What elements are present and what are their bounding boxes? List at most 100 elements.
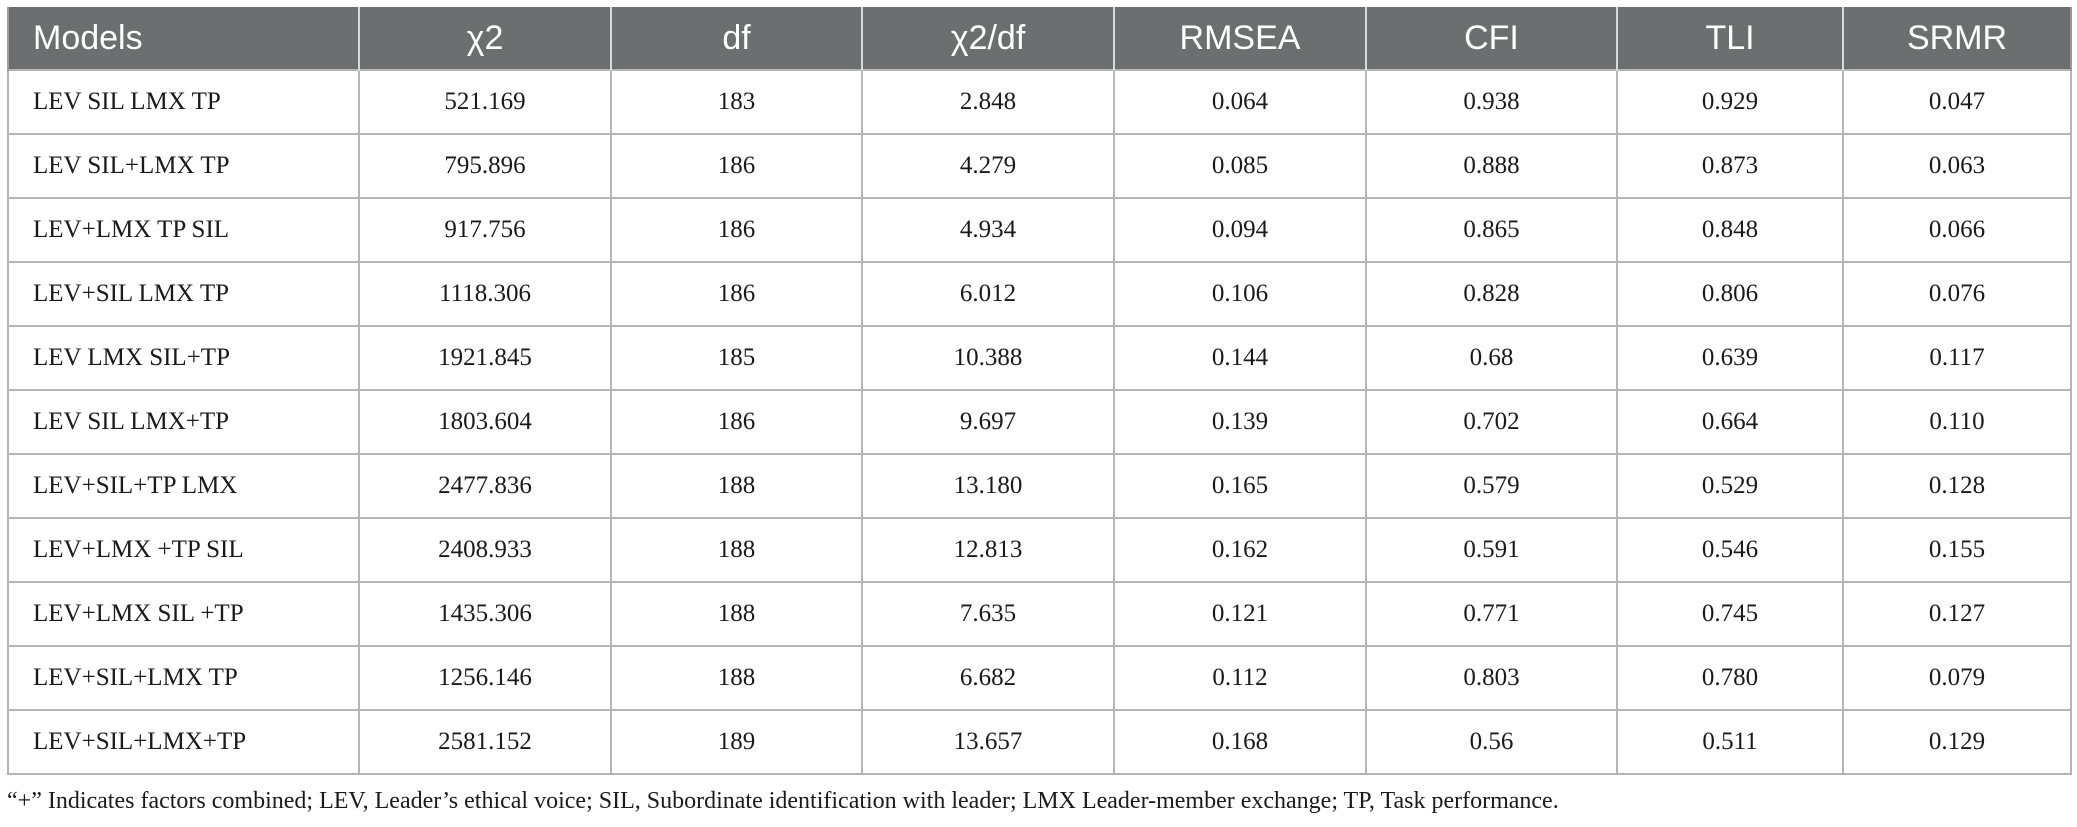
- cfi-cell: 0.56: [1365, 709, 1618, 775]
- cfi-cell: 0.938: [1365, 69, 1618, 135]
- table-footnote: “+” Indicates factors combined; LEV, Lea…: [7, 788, 1559, 814]
- chi-square-per-df-cell: 7.635: [861, 581, 1115, 647]
- table-row: LEV+SIL+LMX TP 1256.146 188 6.682 0.112 0.803…: [7, 645, 2072, 711]
- model-name-cell: LEV SIL LMX TP: [7, 69, 360, 135]
- tli-cell: 0.546: [1616, 517, 1844, 583]
- chi-square-cell: 2581.152: [358, 709, 612, 775]
- srmr-cell: 0.117: [1842, 325, 2072, 391]
- srmr-cell: 0.155: [1842, 517, 2072, 583]
- tli-cell: 0.780: [1616, 645, 1844, 711]
- model-name-cell: LEV+SIL+TP LMX: [7, 453, 360, 519]
- chi-square-per-df-cell: 13.657: [861, 709, 1115, 775]
- chi-square-cell: 795.896: [358, 133, 612, 199]
- rmsea-cell: 0.064: [1113, 69, 1367, 135]
- tli-cell: 0.529: [1616, 453, 1844, 519]
- tli-cell: 0.806: [1616, 261, 1844, 327]
- chi-square-per-df-cell: 6.012: [861, 261, 1115, 327]
- cfi-cell: 0.702: [1365, 389, 1618, 455]
- table-row: LEV SIL LMX+TP 1803.604 186 9.697 0.139 0.702…: [7, 389, 2072, 455]
- model-name-cell: LEV+SIL LMX TP: [7, 261, 360, 327]
- rmsea-cell: 0.165: [1113, 453, 1367, 519]
- table-row: LEV SIL LMX TP 521.169 183 2.848 0.064 0.938 0…: [7, 69, 2072, 135]
- df-cell: 186: [610, 389, 863, 455]
- tli-cell: 0.745: [1616, 581, 1844, 647]
- model-name-cell: LEV SIL+LMX TP: [7, 133, 360, 199]
- cfi-cell: 0.803: [1365, 645, 1618, 711]
- chi-square-per-df-cell: 2.848: [861, 69, 1115, 135]
- srmr-cell: 0.110: [1842, 389, 2072, 455]
- model-name-cell: LEV LMX SIL+TP: [7, 325, 360, 391]
- model-fit-table-container: Models χ2 df χ2/df RMSEA CFI TLI SRMR LE…: [7, 7, 2072, 775]
- cfi-cell: 0.828: [1365, 261, 1618, 327]
- table-row: LEV+SIL+TP LMX 2477.836 188 13.180 0.165 0.57…: [7, 453, 2072, 519]
- df-cell: 188: [610, 645, 863, 711]
- chi-square-per-df-cell: 4.279: [861, 133, 1115, 199]
- table-row: LEV+LMX +TP SIL 2408.933 188 12.813 0.162 0.5…: [7, 517, 2072, 583]
- srmr-cell: 0.047: [1842, 69, 2072, 135]
- model-name-cell: LEV+LMX +TP SIL: [7, 517, 360, 583]
- chi-square-cell: 1803.604: [358, 389, 612, 455]
- rmsea-cell: 0.162: [1113, 517, 1367, 583]
- table-row: LEV+SIL+LMX+TP 2581.152 189 13.657 0.168 0.56…: [7, 709, 2072, 775]
- df-cell: 186: [610, 261, 863, 327]
- df-cell: 185: [610, 325, 863, 391]
- srmr-cell: 0.127: [1842, 581, 2072, 647]
- table-body: LEV SIL LMX TP 521.169 183 2.848 0.064 0.938 0…: [7, 69, 2072, 775]
- tli-cell: 0.929: [1616, 69, 1844, 135]
- table-row: LEV SIL+LMX TP 795.896 186 4.279 0.085 0.888 0…: [7, 133, 2072, 199]
- column-header-rmsea: RMSEA: [1113, 7, 1367, 70]
- column-header-df: df: [610, 7, 863, 70]
- tli-cell: 0.639: [1616, 325, 1844, 391]
- rmsea-cell: 0.085: [1113, 133, 1367, 199]
- column-header-cfi: CFI: [1365, 7, 1618, 70]
- chi-square-cell: 1921.845: [358, 325, 612, 391]
- model-name-cell: LEV+LMX TP SIL: [7, 197, 360, 263]
- model-name-cell: LEV+SIL+LMX+TP: [7, 709, 360, 775]
- column-header-chi-square: χ2: [358, 7, 612, 70]
- srmr-cell: 0.066: [1842, 197, 2072, 263]
- chi-square-per-df-cell: 13.180: [861, 453, 1115, 519]
- rmsea-cell: 0.144: [1113, 325, 1367, 391]
- column-header-srmr: SRMR: [1842, 7, 2072, 70]
- chi-square-per-df-cell: 12.813: [861, 517, 1115, 583]
- cfi-cell: 0.865: [1365, 197, 1618, 263]
- rmsea-cell: 0.168: [1113, 709, 1367, 775]
- chi-square-per-df-cell: 4.934: [861, 197, 1115, 263]
- df-cell: 183: [610, 69, 863, 135]
- chi-square-per-df-cell: 10.388: [861, 325, 1115, 391]
- model-name-cell: LEV SIL LMX+TP: [7, 389, 360, 455]
- cfi-cell: 0.68: [1365, 325, 1618, 391]
- column-header-models: Models: [7, 7, 360, 70]
- chi-square-cell: 2477.836: [358, 453, 612, 519]
- df-cell: 186: [610, 133, 863, 199]
- column-header-chi-square-per-df: χ2/df: [861, 7, 1115, 70]
- srmr-cell: 0.129: [1842, 709, 2072, 775]
- cfi-cell: 0.591: [1365, 517, 1618, 583]
- srmr-cell: 0.076: [1842, 261, 2072, 327]
- table-row: LEV+LMX SIL +TP 1435.306 188 7.635 0.121 0.77…: [7, 581, 2072, 647]
- df-cell: 188: [610, 453, 863, 519]
- chi-square-cell: 521.169: [358, 69, 612, 135]
- model-fit-table: Models χ2 df χ2/df RMSEA CFI TLI SRMR LE…: [7, 7, 2072, 775]
- cfi-cell: 0.888: [1365, 133, 1618, 199]
- df-cell: 189: [610, 709, 863, 775]
- tli-cell: 0.873: [1616, 133, 1844, 199]
- chi-square-cell: 1256.146: [358, 645, 612, 711]
- srmr-cell: 0.128: [1842, 453, 2072, 519]
- rmsea-cell: 0.094: [1113, 197, 1367, 263]
- chi-square-cell: 917.756: [358, 197, 612, 263]
- table-row: LEV LMX SIL+TP 1921.845 185 10.388 0.144 0.68…: [7, 325, 2072, 391]
- srmr-cell: 0.079: [1842, 645, 2072, 711]
- table-header-row: Models χ2 df χ2/df RMSEA CFI TLI SRMR: [7, 7, 2072, 70]
- cfi-cell: 0.579: [1365, 453, 1618, 519]
- chi-square-cell: 2408.933: [358, 517, 612, 583]
- tli-cell: 0.664: [1616, 389, 1844, 455]
- srmr-cell: 0.063: [1842, 133, 2072, 199]
- table-row: LEV+LMX TP SIL 917.756 186 4.934 0.094 0.865 0…: [7, 197, 2072, 263]
- df-cell: 186: [610, 197, 863, 263]
- rmsea-cell: 0.121: [1113, 581, 1367, 647]
- chi-square-per-df-cell: 6.682: [861, 645, 1115, 711]
- model-name-cell: LEV+LMX SIL +TP: [7, 581, 360, 647]
- chi-square-cell: 1118.306: [358, 261, 612, 327]
- chi-square-cell: 1435.306: [358, 581, 612, 647]
